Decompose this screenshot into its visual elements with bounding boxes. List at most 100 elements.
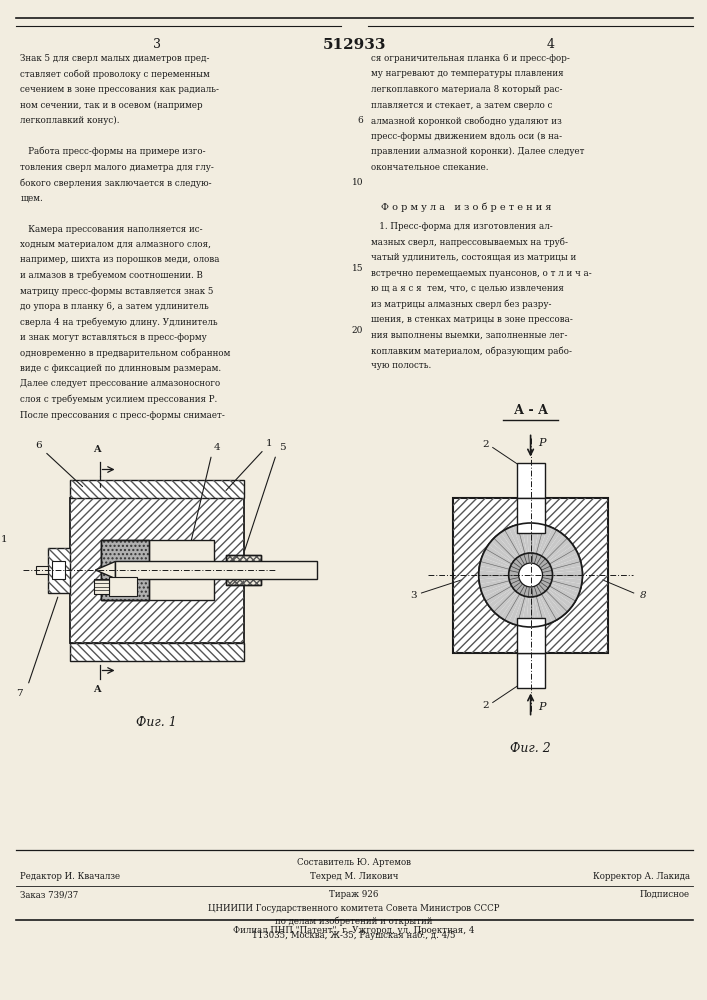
- Text: 8: 8: [639, 590, 646, 599]
- Polygon shape: [552, 575, 583, 580]
- Text: 6: 6: [358, 116, 363, 125]
- Text: и алмазов в требуемом соотношении. В: и алмазов в требуемом соотношении. В: [21, 271, 203, 280]
- Bar: [69, 497, 244, 643]
- Bar: [517, 462, 544, 497]
- Polygon shape: [532, 597, 539, 627]
- Text: 7: 7: [16, 688, 23, 698]
- Polygon shape: [509, 595, 523, 624]
- Polygon shape: [547, 588, 573, 608]
- Text: Заказ 739/37: Заказ 739/37: [21, 890, 78, 899]
- Text: A: A: [93, 684, 100, 694]
- Text: Филиал ПНП "Патент", г. Ужгород, ул. Проектная, 4: Филиал ПНП "Патент", г. Ужгород, ул. Про…: [233, 926, 475, 935]
- Text: Фиг. 1: Фиг. 1: [136, 716, 177, 728]
- Text: до упора в планку 6, а затем удлинитель: до упора в планку 6, а затем удлинитель: [21, 302, 209, 311]
- Bar: [453, 497, 608, 652]
- Text: 4: 4: [547, 38, 554, 51]
- Polygon shape: [551, 553, 579, 567]
- Text: 4: 4: [214, 442, 221, 452]
- Polygon shape: [540, 594, 556, 622]
- Polygon shape: [552, 566, 583, 573]
- Polygon shape: [479, 570, 509, 575]
- Text: 2: 2: [482, 440, 489, 449]
- Text: ЦНИИПИ Государственного комитета Совета Министров СССР: ЦНИИПИ Государственного комитета Совета …: [209, 904, 500, 913]
- Text: бокого сверления заключается в следую-: бокого сверления заключается в следую-: [21, 178, 212, 188]
- Polygon shape: [479, 566, 509, 573]
- Text: Далее следует прессование алмазоносного: Далее следует прессование алмазоносного: [21, 379, 221, 388]
- Polygon shape: [542, 593, 561, 620]
- Text: 1: 1: [266, 438, 273, 448]
- Bar: [101, 540, 214, 600]
- Polygon shape: [538, 526, 552, 555]
- Text: коплавким материалом, образующим рабо-: коплавким материалом, образующим рабо-: [371, 346, 572, 356]
- Text: матрицу пресс-формы вставляется знак 5: матрицу пресс-формы вставляется знак 5: [21, 286, 214, 296]
- Polygon shape: [540, 528, 556, 556]
- Polygon shape: [501, 530, 520, 557]
- Polygon shape: [538, 595, 552, 624]
- Polygon shape: [547, 542, 573, 562]
- Polygon shape: [518, 524, 527, 554]
- Text: виде с фиксацией по длинновым размерам.: виде с фиксацией по длинновым размерам.: [21, 364, 221, 373]
- Polygon shape: [549, 584, 578, 601]
- Text: 3: 3: [410, 590, 417, 599]
- Bar: [47, 548, 69, 592]
- Text: A: A: [93, 444, 100, 454]
- Bar: [69, 643, 244, 660]
- Polygon shape: [505, 594, 521, 622]
- Text: окончательное спекание.: окончательное спекание.: [371, 162, 489, 172]
- Polygon shape: [546, 538, 571, 561]
- Bar: [94, 579, 109, 594]
- Polygon shape: [551, 562, 582, 571]
- Text: шения, в стенках матрицы в зоне прессова-: шения, в стенках матрицы в зоне прессова…: [371, 315, 573, 324]
- Text: ходным материалом для алмазного слоя,: ходным материалом для алмазного слоя,: [21, 240, 211, 249]
- Polygon shape: [479, 579, 510, 588]
- Polygon shape: [537, 596, 549, 625]
- Text: ния выполнены выемки, заполненные лег-: ния выполнены выемки, заполненные лег-: [371, 330, 568, 340]
- Polygon shape: [534, 596, 544, 626]
- Polygon shape: [546, 589, 571, 612]
- Bar: [101, 540, 148, 600]
- Polygon shape: [479, 577, 509, 584]
- Polygon shape: [552, 570, 583, 575]
- Text: слоя с требуемым усилием прессования Р.: слоя с требуемым усилием прессования Р.: [21, 395, 218, 404]
- Polygon shape: [497, 592, 518, 618]
- Polygon shape: [497, 532, 518, 558]
- Text: 1: 1: [1, 536, 8, 544]
- Text: Тираж 926: Тираж 926: [329, 890, 379, 899]
- Polygon shape: [551, 583, 579, 597]
- Text: Камера прессования наполняется ис-: Камера прессования наполняется ис-: [21, 225, 203, 233]
- Polygon shape: [542, 530, 561, 557]
- Polygon shape: [551, 579, 582, 588]
- Text: А - А: А - А: [513, 404, 548, 418]
- Text: После прессования с пресс-формы снимает-: После прессования с пресс-формы снимает-: [21, 410, 225, 420]
- Text: Знак 5 для сверл малых диаметров пред-: Знак 5 для сверл малых диаметров пред-: [21, 54, 210, 63]
- Text: встречно перемещаемых пуансонов, о т л и ч а-: встречно перемещаемых пуансонов, о т л и…: [371, 268, 592, 277]
- Polygon shape: [501, 593, 520, 620]
- Polygon shape: [488, 588, 514, 608]
- Polygon shape: [551, 557, 580, 569]
- Bar: [115, 561, 317, 579]
- Text: Фиг. 2: Фиг. 2: [510, 742, 551, 756]
- Text: ю щ а я с я  тем, что, с целью извлечения: ю щ а я с я тем, что, с целью извлечения: [371, 284, 564, 293]
- Text: ся ограничительная планка 6 и пресс-фор-: ся ограничительная планка 6 и пресс-фор-: [371, 54, 570, 63]
- Polygon shape: [95, 561, 115, 579]
- Circle shape: [479, 523, 583, 627]
- Polygon shape: [479, 562, 510, 571]
- Text: например, шихта из порошков меди, олова: например, шихта из порошков меди, олова: [21, 255, 220, 264]
- Bar: [69, 480, 244, 497]
- Bar: [226, 555, 262, 585]
- Text: 1. Пресс-форма для изготовления ал-: 1. Пресс-форма для изготовления ал-: [371, 222, 553, 231]
- Polygon shape: [482, 553, 510, 567]
- Polygon shape: [522, 597, 529, 627]
- Polygon shape: [526, 597, 530, 627]
- Text: Работа пресс-формы на примере изго-: Работа пресс-формы на примере изго-: [21, 147, 206, 156]
- Polygon shape: [491, 589, 515, 612]
- Text: 6: 6: [35, 440, 42, 450]
- Polygon shape: [491, 538, 515, 561]
- Text: товления сверл малого диаметра для глу-: товления сверл малого диаметра для глу-: [21, 162, 214, 172]
- Polygon shape: [537, 525, 549, 554]
- Polygon shape: [530, 523, 535, 553]
- Polygon shape: [552, 577, 583, 584]
- Bar: [517, 497, 544, 532]
- Circle shape: [519, 563, 542, 587]
- Text: по делам изобретений и открытий: по делам изобретений и открытий: [276, 917, 433, 926]
